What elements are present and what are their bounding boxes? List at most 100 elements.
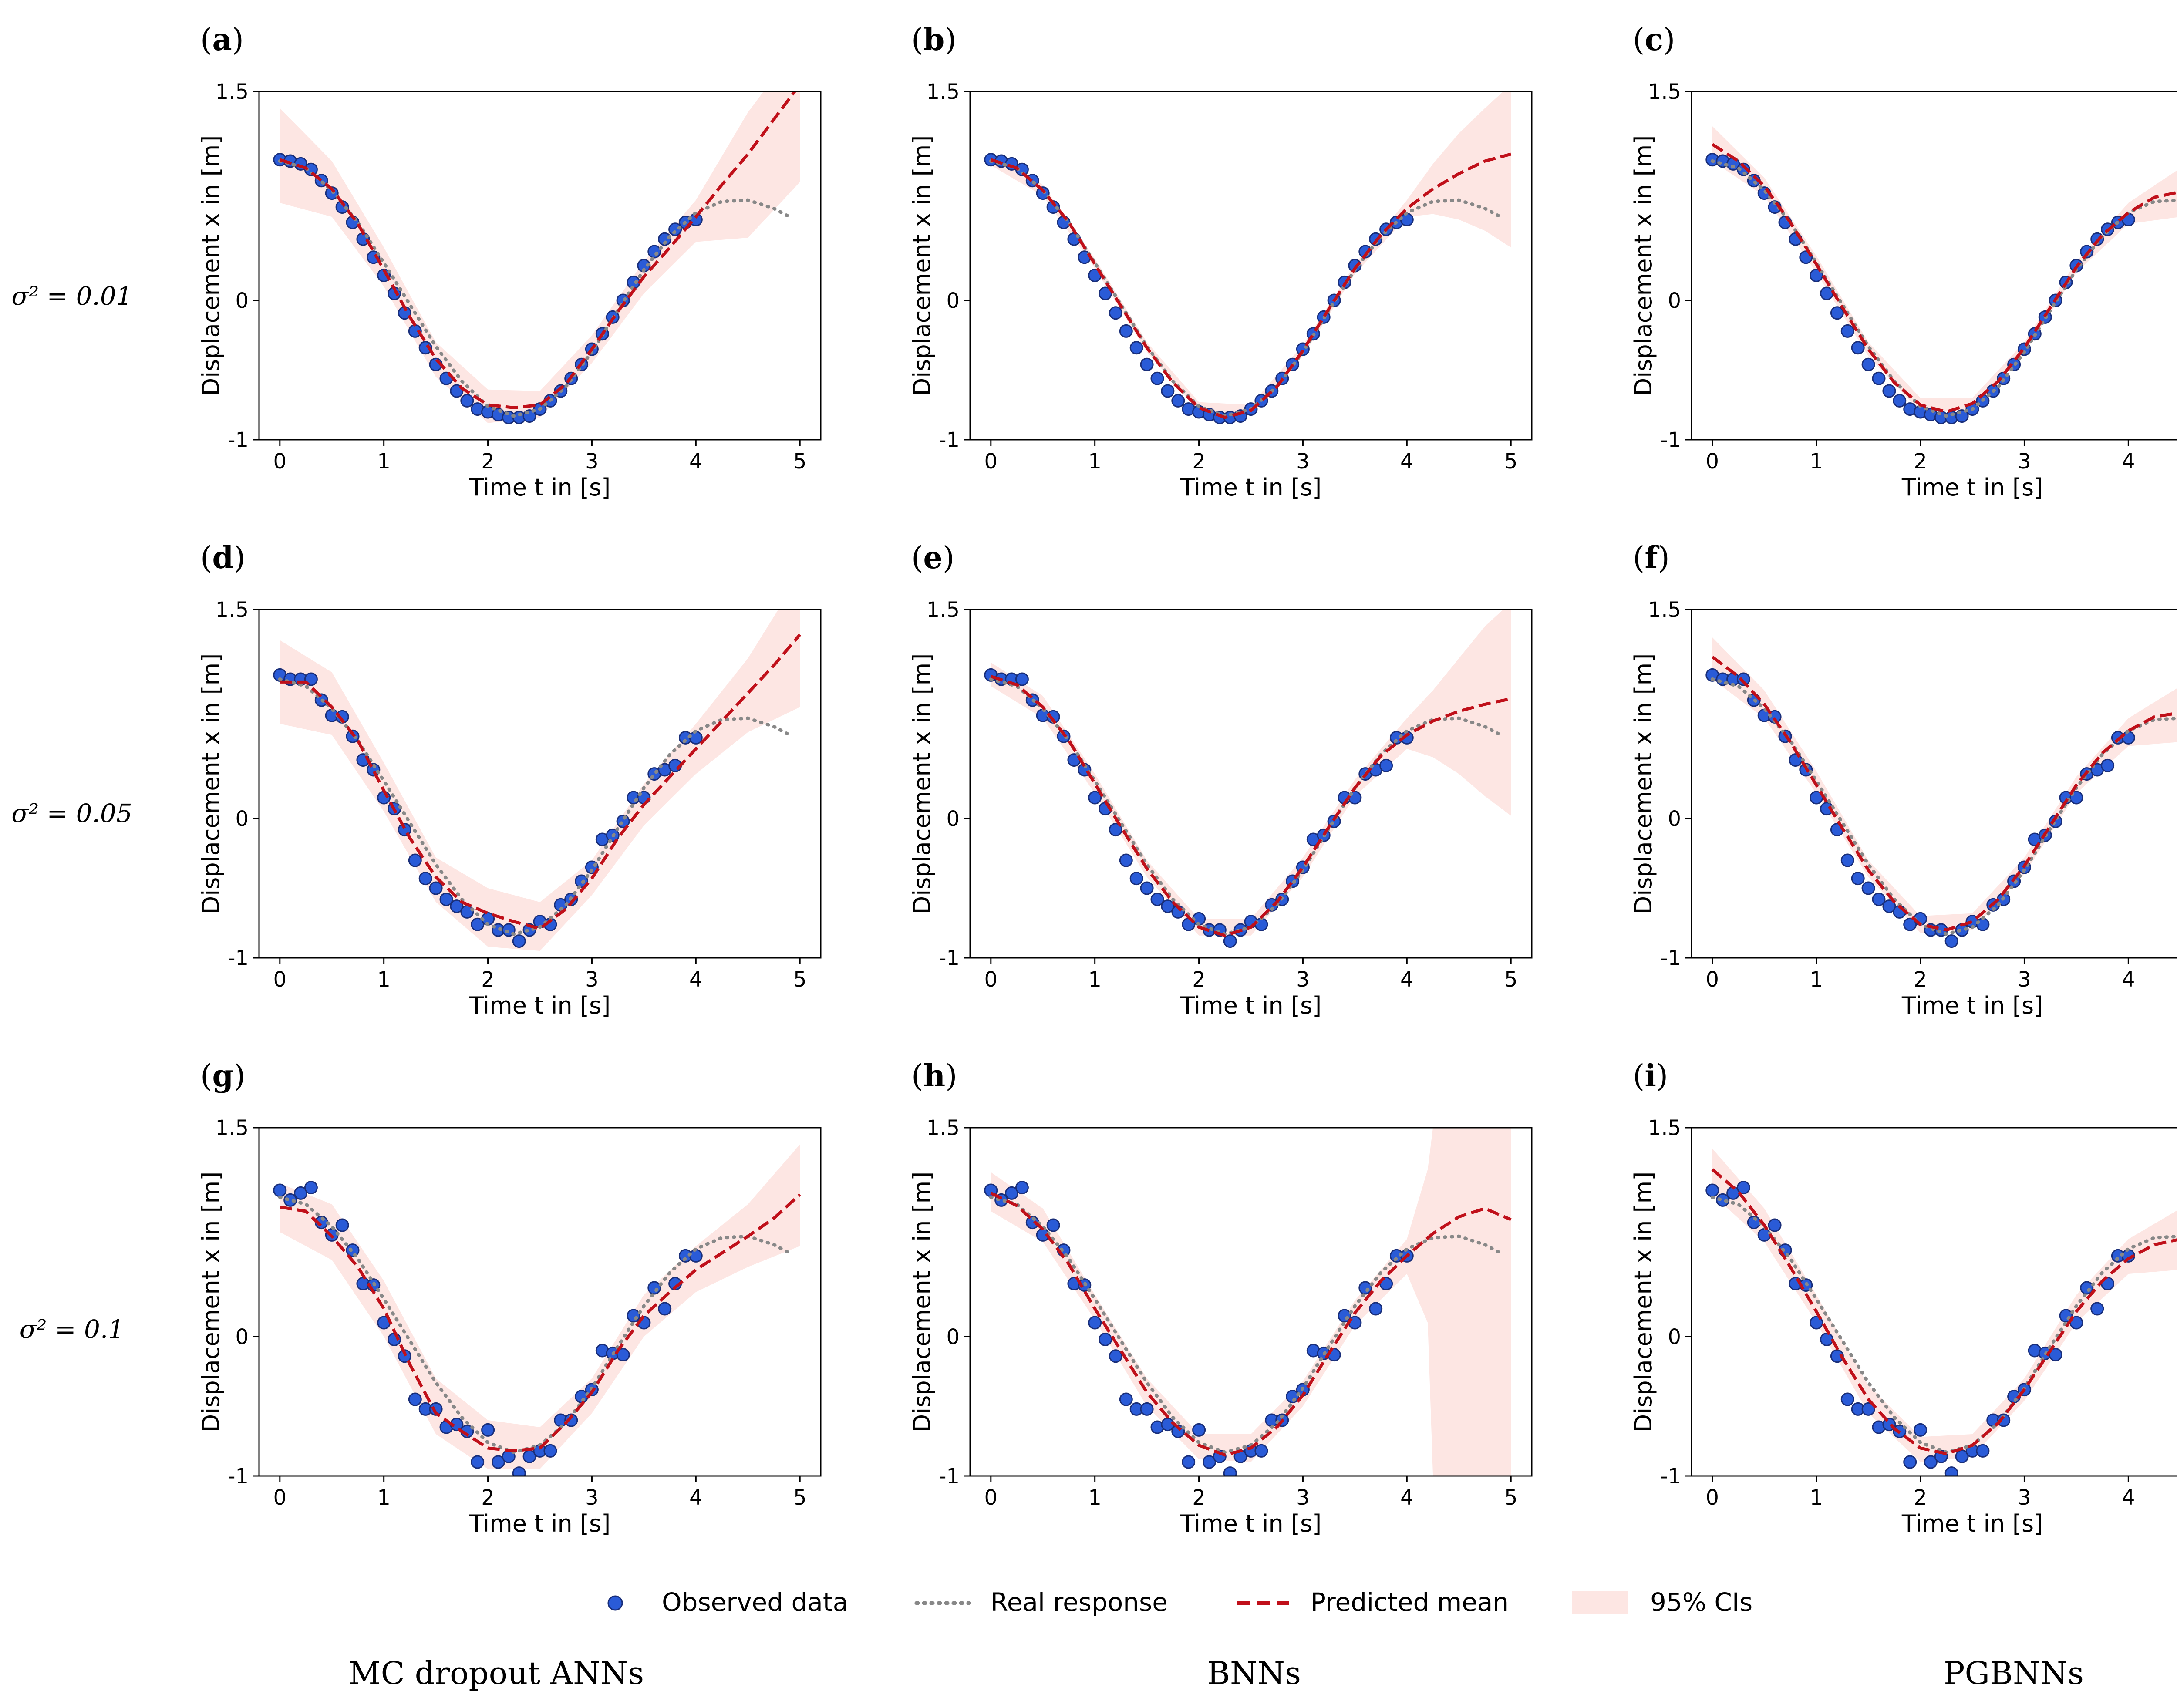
observed-point bbox=[346, 729, 360, 743]
observed-point bbox=[1358, 1281, 1372, 1295]
observed-point bbox=[1903, 917, 1917, 931]
observed-point bbox=[1882, 899, 1896, 913]
panel-e: (e) 0 1 2 3 4 5 -1 0 1.5 Time t in [s] Displacement… bbox=[908, 539, 1533, 1019]
observed-point bbox=[658, 232, 672, 246]
y-tick-label: 0 bbox=[1668, 289, 1681, 313]
observed-point bbox=[543, 1444, 557, 1458]
x-axis-label: Time t in [s] bbox=[1901, 1510, 2043, 1537]
observed-point bbox=[668, 222, 682, 236]
x-axis-label: Time t in [s] bbox=[1180, 1510, 1321, 1537]
panel-letter-f: (f) bbox=[1633, 539, 1670, 576]
predicted-mean-line bbox=[990, 152, 1512, 419]
y-axis-label: Displacement x in [m] bbox=[1630, 1172, 1657, 1432]
y-tick-label: 0 bbox=[1668, 807, 1681, 831]
y-tick-label: -1 bbox=[228, 946, 249, 970]
x-tick-label: 3 bbox=[2018, 967, 2031, 992]
legend-real-label: Real response bbox=[991, 1587, 1168, 1617]
predicted-mean-line bbox=[990, 675, 1511, 937]
x-tick-label: 3 bbox=[1296, 1486, 1310, 1510]
plot-area bbox=[1705, 1149, 2177, 1476]
panel-grid: (a) 0 1 2 3 4 5 -1 0 1.5 Time t in [s] Displacement… bbox=[197, 21, 2177, 1537]
x-tick-label: 2 bbox=[481, 967, 495, 992]
observed-point bbox=[1109, 823, 1122, 837]
observed-point bbox=[1161, 899, 1175, 913]
legend-observed-marker bbox=[607, 1595, 623, 1611]
x-tick-label: 4 bbox=[2122, 967, 2135, 992]
x-tick-label: 3 bbox=[1296, 967, 1310, 992]
x-tick-label: 3 bbox=[1296, 449, 1310, 474]
y-axis-label: Displacement x in [m] bbox=[197, 1172, 225, 1432]
observed-point bbox=[1872, 893, 1886, 906]
observed-point bbox=[1129, 341, 1143, 355]
y-tick-label: 1.5 bbox=[1648, 1116, 1681, 1140]
x-axis-label: Time t in [s] bbox=[1180, 992, 1321, 1019]
axes-frame bbox=[1691, 1127, 2177, 1477]
observed-point bbox=[418, 872, 432, 886]
plot-area bbox=[984, 91, 1512, 424]
observed-point bbox=[1150, 371, 1164, 385]
observed-point bbox=[1872, 371, 1886, 385]
axes-frame bbox=[1691, 91, 2177, 441]
observed-point bbox=[1840, 853, 1854, 867]
observed-point bbox=[460, 394, 474, 408]
observed-point bbox=[1015, 1181, 1029, 1195]
observed-point bbox=[1119, 853, 1133, 867]
y-tick-label: -1 bbox=[939, 428, 960, 452]
observed-point bbox=[1820, 1332, 1834, 1346]
observed-point bbox=[1099, 1332, 1112, 1346]
x-tick-label: 4 bbox=[1400, 1486, 1414, 1510]
predicted-mean-line bbox=[279, 91, 797, 409]
observed-point bbox=[304, 1181, 318, 1195]
x-tick-label: 1 bbox=[377, 967, 391, 992]
observed-point bbox=[1851, 341, 1865, 355]
observed-point bbox=[1140, 881, 1154, 895]
plot-area bbox=[273, 610, 801, 951]
x-axis-label: Time t in [s] bbox=[1901, 992, 2043, 1019]
x-tick-label: 3 bbox=[585, 967, 599, 992]
panel-g: (g) 0 1 2 3 4 5 -1 0 1.5 Time t in [s] Displacement… bbox=[197, 1058, 822, 1537]
y-tick-label: 1.5 bbox=[927, 1116, 960, 1140]
observed-point bbox=[1046, 1218, 1060, 1232]
x-tick-label: 4 bbox=[689, 967, 703, 992]
observed-point bbox=[1223, 1466, 1237, 1476]
observed-point bbox=[429, 1402, 443, 1416]
plot-area bbox=[1705, 637, 2177, 948]
observed-point bbox=[1182, 1455, 1196, 1469]
observed-point bbox=[1109, 1349, 1122, 1363]
observed-point bbox=[1015, 672, 1029, 686]
y-tick-label: 1.5 bbox=[216, 598, 249, 622]
y-tick-label: 0 bbox=[235, 807, 249, 831]
x-tick-label: 4 bbox=[689, 449, 703, 474]
observed-point bbox=[283, 1193, 297, 1207]
observed-point bbox=[1914, 1423, 1928, 1437]
observed-point bbox=[1705, 1183, 1719, 1197]
predicted-mean-line bbox=[990, 1192, 1512, 1457]
observed-point bbox=[1768, 1218, 1782, 1232]
predicted-mean-line bbox=[280, 1193, 801, 1452]
x-tick-label: 2 bbox=[481, 449, 495, 474]
observed-point bbox=[450, 899, 464, 913]
observed-point bbox=[1882, 384, 1896, 398]
observed-point bbox=[1840, 324, 1854, 338]
y-tick-label: 0 bbox=[235, 289, 249, 313]
y-axis-label: Displacement x in [m] bbox=[908, 1172, 936, 1432]
observed-point bbox=[1015, 162, 1029, 176]
column-label-3: PGBNNs bbox=[1944, 1655, 2084, 1691]
observed-point bbox=[1400, 212, 1414, 226]
y-tick-label: -1 bbox=[228, 1464, 249, 1489]
observed-point bbox=[1129, 872, 1143, 886]
x-tick-label: 5 bbox=[793, 449, 807, 474]
panel-a: (a) 0 1 2 3 4 5 -1 0 1.5 Time t in [s] Displacement… bbox=[197, 21, 822, 501]
observed-point bbox=[1119, 1392, 1133, 1406]
real-response-line bbox=[278, 159, 792, 418]
observed-point bbox=[1223, 934, 1237, 948]
x-tick-label: 1 bbox=[1088, 449, 1102, 474]
observed-point bbox=[1171, 394, 1185, 408]
observed-point bbox=[491, 1455, 505, 1469]
observed-point bbox=[2049, 1348, 2062, 1362]
real-response-line bbox=[989, 1196, 1503, 1454]
x-tick-label: 3 bbox=[585, 1486, 599, 1510]
